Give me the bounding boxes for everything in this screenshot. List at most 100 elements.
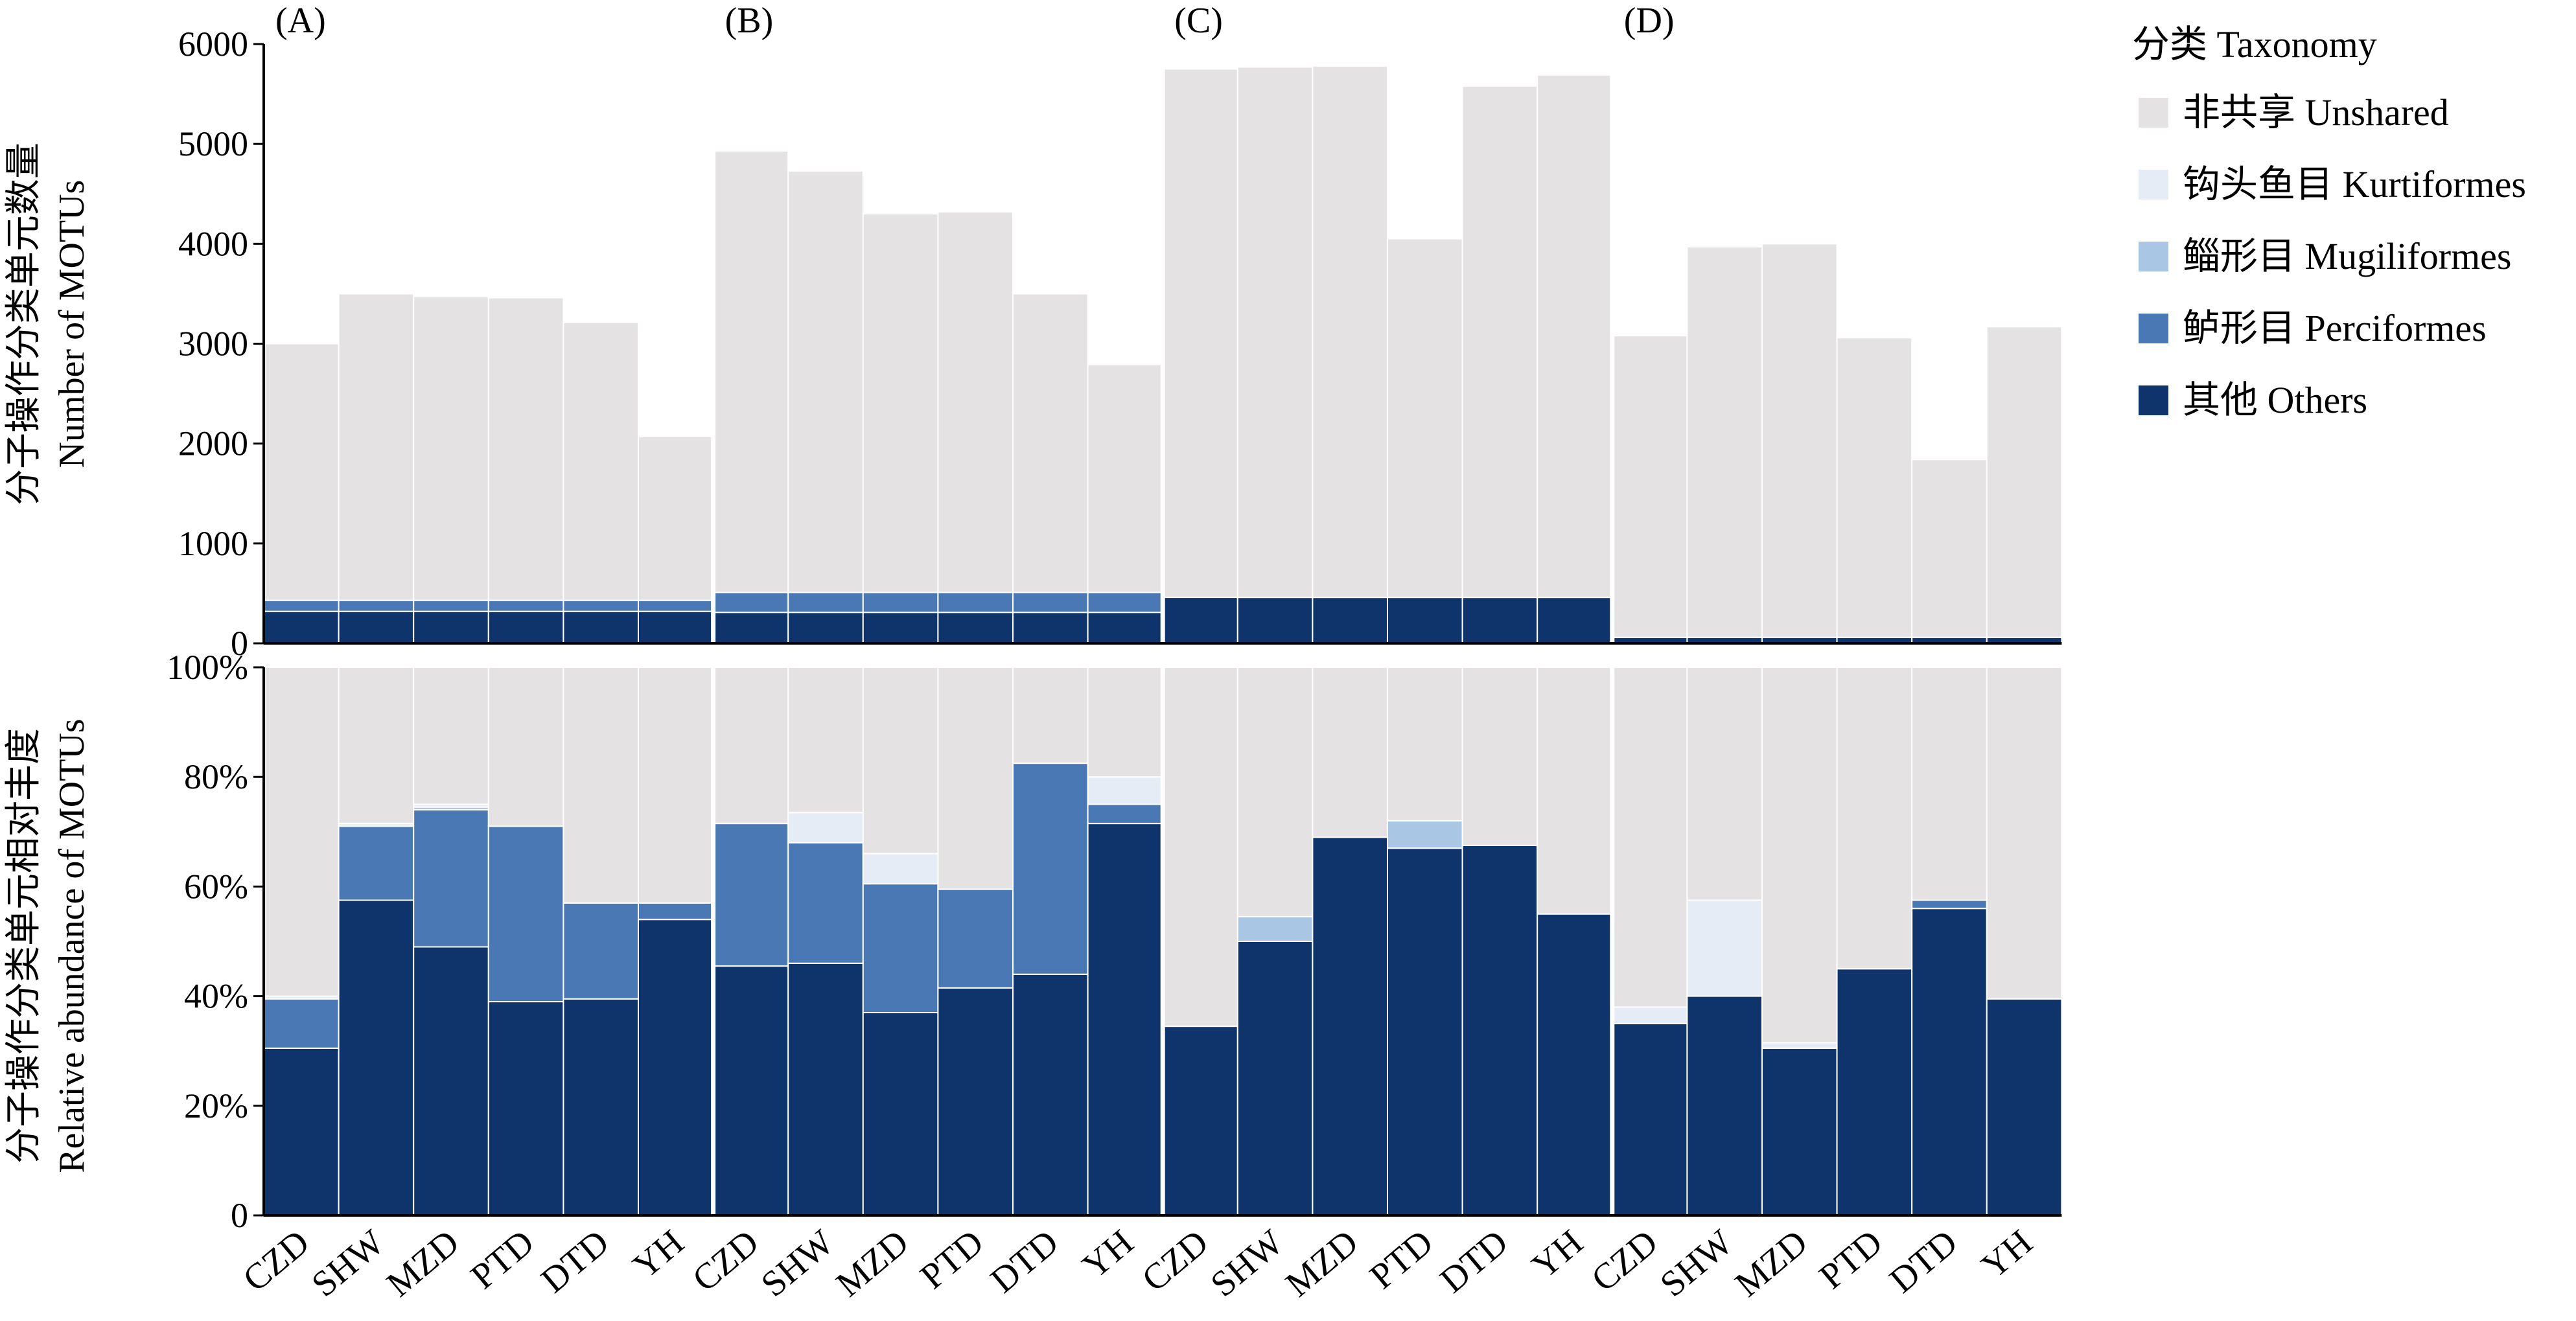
x-tick-label-19: SHW bbox=[1653, 1222, 1740, 1305]
bottom-bar-20-series-4 bbox=[1761, 667, 1838, 1044]
bottom-bar-22-series-4 bbox=[1911, 667, 1988, 901]
bottom-bar-23-series-4 bbox=[1986, 667, 2063, 1000]
legend-swatch-3 bbox=[2139, 314, 2168, 343]
x-tick-label-10: DTD bbox=[983, 1222, 1066, 1300]
top-bar-13-series-4 bbox=[1236, 66, 1314, 599]
x-tick-label-4: DTD bbox=[534, 1222, 617, 1300]
x-tick-label-21: PTD bbox=[1812, 1222, 1890, 1296]
bottom-bar-6-series-4 bbox=[712, 667, 789, 825]
x-tick-label-17: YH bbox=[1525, 1222, 1591, 1286]
x-tick-label-6: CZD bbox=[685, 1222, 767, 1299]
top-ytick-label-3: 3000 bbox=[178, 325, 248, 363]
bottom-bar-4-series-4 bbox=[563, 667, 640, 904]
x-tick-label-2: MZD bbox=[379, 1222, 467, 1304]
bottom-bar-6-series-0 bbox=[712, 965, 789, 1216]
bottom-bar-22-series-0 bbox=[1911, 908, 1988, 1216]
bottom-bar-7-series-3 bbox=[787, 812, 864, 844]
bottom-bar-15-series-2 bbox=[1387, 820, 1463, 849]
bottom-ytick-label-1: 20% bbox=[184, 1086, 248, 1125]
top-bar-8-series-0 bbox=[862, 612, 939, 645]
top-ytick-label-0: 0 bbox=[231, 624, 248, 663]
bottom-bar-3-series-4 bbox=[487, 667, 564, 827]
bottom-bar-11-series-3 bbox=[1087, 776, 1164, 805]
legend-title: 分类 Taxonomy bbox=[2132, 23, 2377, 65]
top-bar-23-series-4 bbox=[1986, 326, 2063, 638]
top-bar-4-series-1 bbox=[563, 599, 640, 612]
bottom-bar-18-series-4 bbox=[1611, 667, 1688, 1008]
top-bar-1-series-4 bbox=[338, 293, 415, 601]
bottom-bar-14-series-0 bbox=[1312, 836, 1389, 1217]
top-bar-2-series-0 bbox=[413, 610, 489, 645]
bottom-bar-13-series-2 bbox=[1236, 915, 1314, 943]
top-ylabel-line1: 分子操作分类单元数量 bbox=[4, 143, 44, 505]
top-ytick-label-4: 4000 bbox=[178, 224, 248, 263]
top-bar-9-series-4 bbox=[937, 211, 1014, 593]
bottom-bar-4-series-0 bbox=[563, 998, 640, 1217]
top-bar-17-series-0 bbox=[1537, 597, 1613, 644]
bottom-bar-9-series-0 bbox=[937, 987, 1014, 1217]
top-bar-7-series-1 bbox=[787, 592, 864, 614]
bottom-bar-8-series-0 bbox=[862, 1012, 939, 1216]
x-tick-label-14: MZD bbox=[1278, 1222, 1365, 1304]
bottom-bar-12-series-4 bbox=[1162, 667, 1238, 1028]
legend-swatch-4 bbox=[2139, 385, 2168, 415]
top-bar-7-series-0 bbox=[787, 612, 864, 645]
bottom-bar-14-series-4 bbox=[1312, 667, 1389, 838]
top-bar-6-series-0 bbox=[712, 612, 789, 645]
bottom-bar-20-series-3 bbox=[1761, 1042, 1838, 1049]
bottom-bar-19-series-4 bbox=[1686, 667, 1763, 901]
bottom-bar-13-series-0 bbox=[1236, 941, 1314, 1216]
top-bar-11-series-1 bbox=[1087, 592, 1164, 614]
panel-labels: (A) (B) (C) (D) bbox=[275, 1, 1675, 41]
top-bar-9-series-1 bbox=[937, 592, 1014, 614]
top-bar-3-series-4 bbox=[487, 297, 564, 601]
legend: 分类 Taxonomy 非共享 Unshared 钩头鱼目 Kurtiformes… bbox=[2132, 23, 2526, 421]
top-bar-1-series-1 bbox=[338, 599, 415, 612]
top-bar-4-series-4 bbox=[563, 322, 640, 601]
bottom-bar-23-series-0 bbox=[1986, 998, 2063, 1217]
x-tick-label-7: SHW bbox=[754, 1222, 841, 1305]
bottom-bar-18-series-0 bbox=[1611, 1022, 1688, 1217]
legend-swatch-2 bbox=[2139, 242, 2168, 271]
top-bar-15-series-0 bbox=[1387, 597, 1463, 644]
x-tick-label-1: SHW bbox=[305, 1222, 392, 1305]
bottom-bar-7-series-0 bbox=[787, 962, 864, 1217]
bottom-bar-10-series-1 bbox=[1012, 763, 1089, 975]
top-bar-15-series-4 bbox=[1387, 238, 1463, 599]
top-bar-12-series-4 bbox=[1162, 68, 1238, 598]
x-tick-label-18: CZD bbox=[1584, 1222, 1665, 1299]
x-tick-label-20: MZD bbox=[1728, 1222, 1815, 1304]
bottom-bar-11-series-4 bbox=[1087, 667, 1164, 778]
bottom-bar-19-series-3 bbox=[1686, 899, 1763, 997]
legend-swatch-1 bbox=[2139, 170, 2168, 200]
x-tick-label-5: YH bbox=[625, 1222, 691, 1286]
top-bar-3-series-0 bbox=[487, 610, 564, 645]
top-bar-22-series-4 bbox=[1911, 459, 1988, 638]
top-bar-19-series-4 bbox=[1686, 246, 1763, 638]
top-bar-10-series-0 bbox=[1012, 612, 1089, 645]
top-bar-2-series-1 bbox=[413, 599, 489, 612]
bottom-bar-11-series-0 bbox=[1087, 823, 1164, 1216]
top-bar-11-series-4 bbox=[1087, 363, 1164, 593]
bottom-bar-2-series-4 bbox=[413, 667, 489, 805]
bottom-bar-10-series-0 bbox=[1012, 973, 1089, 1217]
bottom-bar-1-series-0 bbox=[338, 899, 415, 1216]
bottom-ylabel-line1: 分子操作分类单元相对丰度 bbox=[4, 728, 44, 1164]
top-bar-9-series-0 bbox=[937, 612, 1014, 645]
top-ylabel-line2: Number of MOTUs bbox=[52, 180, 92, 468]
bottom-panel-bars bbox=[263, 667, 2063, 1217]
bottom-bar-7-series-1 bbox=[787, 842, 864, 964]
top-bar-13-series-0 bbox=[1236, 597, 1314, 644]
group-dividers bbox=[711, 38, 1615, 1215]
bottom-bar-5-series-4 bbox=[638, 667, 714, 904]
bottom-bar-2-series-1 bbox=[413, 809, 489, 948]
top-bar-0-series-4 bbox=[263, 343, 340, 601]
bottom-bar-8-series-4 bbox=[862, 667, 939, 855]
bottom-bar-0-series-1 bbox=[263, 998, 340, 1049]
top-bar-5-series-1 bbox=[638, 599, 714, 612]
bottom-bar-8-series-3 bbox=[862, 853, 939, 885]
top-bar-5-series-4 bbox=[638, 435, 714, 601]
x-tick-label-16: DTD bbox=[1433, 1222, 1516, 1300]
bottom-ylabel-line2: Relative abundance of MOTUs bbox=[52, 718, 92, 1173]
